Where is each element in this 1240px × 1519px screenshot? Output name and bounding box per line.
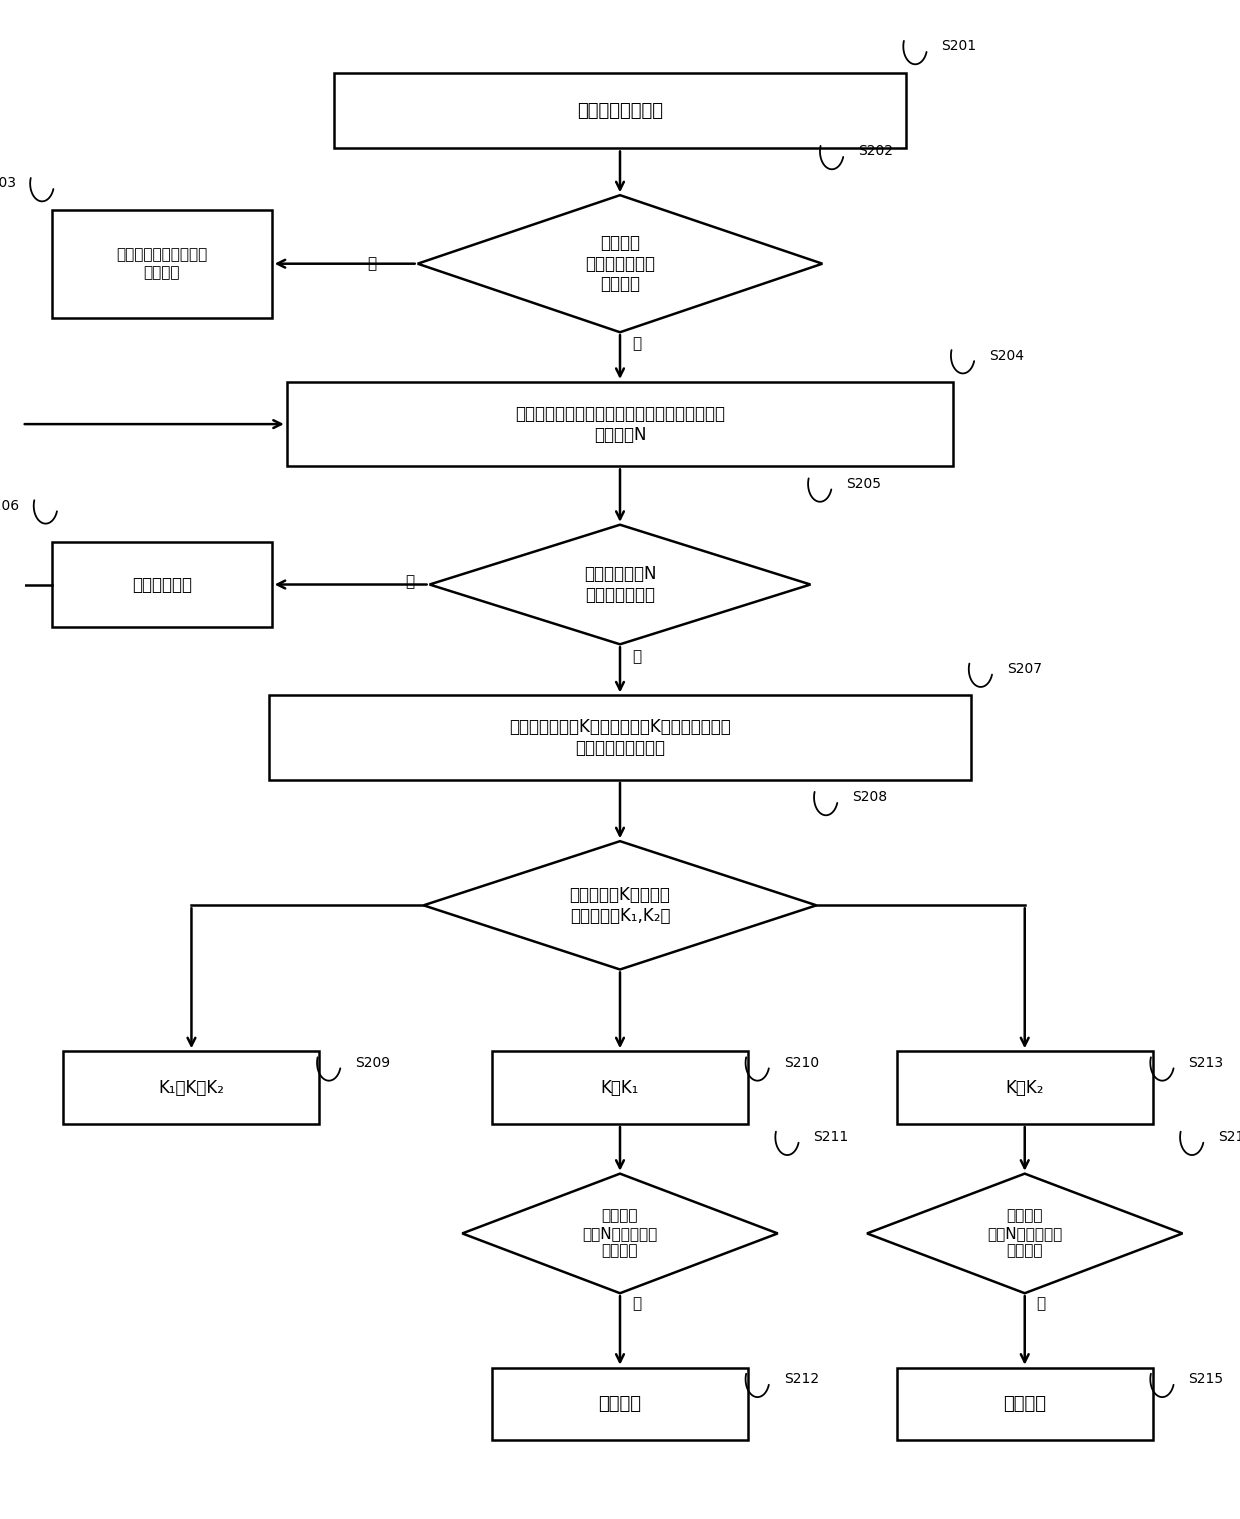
Text: 否: 否	[632, 1296, 641, 1311]
Text: 降低档位: 降低档位	[1003, 1394, 1047, 1413]
Text: K＞K₂: K＞K₂	[1006, 1078, 1044, 1097]
Text: S214: S214	[1218, 1130, 1240, 1144]
Text: S212: S212	[784, 1372, 818, 1387]
Text: S204: S204	[990, 348, 1024, 363]
Text: 获取当前油门状态下的涡轮扭矩、发动机扭矩和
档位信号N: 获取当前油门状态下的涡轮扭矩、发动机扭矩和 档位信号N	[515, 404, 725, 444]
Text: 当前换挡
模式是否为自动
控制模式: 当前换挡 模式是否为自动 控制模式	[585, 234, 655, 293]
FancyBboxPatch shape	[897, 1051, 1153, 1124]
FancyBboxPatch shape	[897, 1367, 1153, 1440]
Text: 比对扭矩比K和预设扭
矩比范围（K₁,K₂）: 比对扭矩比K和预设扭 矩比范围（K₁,K₂）	[569, 886, 671, 925]
Text: 人工操作控制手柄控制
档位变换: 人工操作控制手柄控制 档位变换	[117, 248, 207, 279]
Polygon shape	[429, 524, 811, 644]
FancyBboxPatch shape	[492, 1051, 748, 1124]
Text: 判断档位信号N
是否为空档信号: 判断档位信号N 是否为空档信号	[584, 565, 656, 605]
FancyBboxPatch shape	[52, 542, 272, 627]
FancyBboxPatch shape	[492, 1367, 748, 1440]
Text: 计算得到扭矩比K，所述扭矩比K为所述涡轮扭矩
和发动机扭矩的比值: 计算得到扭矩比K，所述扭矩比K为所述涡轮扭矩 和发动机扭矩的比值	[510, 718, 730, 756]
Text: 判断档位
信号N是否为最低
档位信号: 判断档位 信号N是否为最低 档位信号	[987, 1209, 1063, 1258]
Text: 否: 否	[367, 257, 376, 272]
Text: S207: S207	[1007, 662, 1042, 676]
FancyBboxPatch shape	[286, 381, 954, 466]
Text: 判断档位
信号N是否为最高
档位信号: 判断档位 信号N是否为最高 档位信号	[583, 1209, 657, 1258]
Polygon shape	[867, 1174, 1183, 1293]
Text: 是: 是	[405, 574, 414, 589]
FancyBboxPatch shape	[63, 1051, 320, 1124]
FancyBboxPatch shape	[52, 210, 272, 317]
Text: 保持当前档位: 保持当前档位	[131, 576, 192, 594]
Text: S213: S213	[1188, 1056, 1224, 1069]
Polygon shape	[424, 842, 816, 969]
Text: S202: S202	[858, 144, 893, 158]
Text: S215: S215	[1188, 1372, 1224, 1387]
Text: K₁＜K＜K₂: K₁＜K＜K₂	[159, 1078, 224, 1097]
Text: S205: S205	[846, 477, 882, 491]
Text: 升高档位: 升高档位	[599, 1394, 641, 1413]
Text: S203: S203	[0, 176, 16, 190]
Text: S209: S209	[355, 1056, 391, 1069]
Text: 否: 否	[1037, 1296, 1045, 1311]
FancyBboxPatch shape	[335, 73, 905, 149]
Polygon shape	[418, 194, 822, 333]
Text: 否: 否	[632, 649, 641, 664]
Text: S206: S206	[0, 498, 20, 513]
Polygon shape	[463, 1174, 777, 1293]
Text: K＜K₁: K＜K₁	[601, 1078, 639, 1097]
Text: 是: 是	[632, 337, 641, 351]
Text: S211: S211	[813, 1130, 848, 1144]
Text: S210: S210	[784, 1056, 818, 1069]
FancyBboxPatch shape	[269, 696, 971, 779]
Text: 获取当前换挡模式: 获取当前换挡模式	[577, 102, 663, 120]
Text: S208: S208	[852, 790, 888, 805]
Text: S201: S201	[941, 39, 977, 53]
